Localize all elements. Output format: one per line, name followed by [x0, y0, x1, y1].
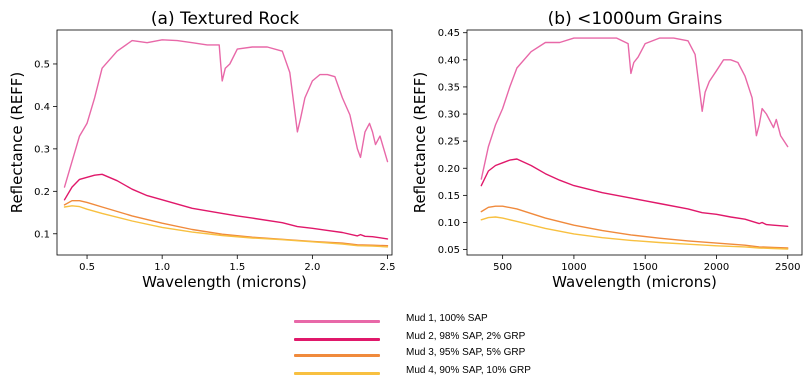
y-axis-label: Reflectance (REFF): [411, 72, 429, 214]
series-line: [480, 37, 789, 180]
y-tick-label: 0.20: [438, 164, 460, 175]
x-tick-label: 2500: [775, 262, 800, 273]
legend-swatch: [294, 337, 380, 341]
legend-label: Mud 1, 100% SAP: [406, 313, 488, 324]
chart-panel-b: 500 1000 1500 2000 2500 0.05 0.10 0.15 0.20 0.25 0…: [411, 9, 803, 291]
y-tick-label: 0.25: [438, 137, 460, 148]
y-tick-label: 0.10: [438, 218, 460, 229]
y-tick-label: 0.2: [34, 187, 50, 198]
x-axis-label: Wavelength (microns): [552, 273, 717, 291]
x-tick-label: 500: [493, 262, 512, 273]
legend-label: Mud 2, 98% SAP, 2% GRP: [406, 331, 526, 342]
x-tick-label: 2000: [704, 262, 729, 273]
series-line: [480, 216, 789, 250]
x-tick-label: 2.0: [304, 262, 320, 273]
chart-title: (b) <1000um Grains: [548, 9, 723, 29]
y-tick-label: 0.15: [438, 191, 460, 202]
y-tick-label: 0.1: [34, 229, 50, 240]
legend-item: Mud 2, 98% SAP, 2% GRP: [294, 328, 525, 350]
series-line: [63, 199, 389, 247]
x-tick-label: 1.5: [229, 262, 245, 273]
legend-swatch: [294, 353, 380, 357]
y-tick-label: 0.3: [34, 144, 50, 155]
x-tick-label: 1.0: [154, 262, 170, 273]
y-tick-label: 0.4: [34, 102, 50, 113]
legend-item: Mud 1, 100% SAP: [294, 310, 488, 332]
x-tick-label: 2.5: [380, 262, 396, 273]
series-line: [63, 173, 389, 240]
legend-swatch: [294, 319, 380, 323]
y-tick-label: 0.40: [438, 55, 460, 66]
legend-swatch: [294, 371, 380, 375]
series-line: [480, 158, 789, 228]
y-tick-label: 0.35: [438, 82, 460, 93]
x-tick-label: 1500: [632, 262, 657, 273]
series-line: [63, 39, 389, 188]
chart-panel-a: 0.5 1.0 1.5 2.0 2.5 0.1 0.2 0.3 0.4 0.5 (a) Textur…: [8, 9, 395, 291]
series-line: [480, 205, 789, 249]
series-line: [63, 205, 389, 248]
y-tick-label: 0.45: [438, 28, 460, 39]
legend-label: Mud 4, 90% SAP, 10% GRP: [406, 365, 531, 376]
y-axis-label: Reflectance (REFF): [8, 72, 26, 214]
legend-label: Mud 3, 95% SAP, 5% GRP: [406, 347, 526, 358]
y-tick-label: 0.05: [438, 245, 460, 256]
y-tick-label: 0.30: [438, 110, 460, 121]
plot-frame: [466, 29, 803, 256]
x-axis-label: Wavelength (microns): [142, 273, 307, 291]
x-tick-label: 1000: [561, 262, 586, 273]
legend-item: Mud 3, 95% SAP, 5% GRP: [294, 344, 525, 366]
y-tick-label: 0.5: [34, 59, 50, 70]
figure: 0.5 1.0 1.5 2.0 2.5 0.1 0.2 0.3 0.4 0.5 (a) Textur…: [8, 9, 803, 291]
legend-item: Mud 4, 90% SAP, 10% GRP: [294, 362, 531, 384]
plot-frame: [56, 29, 393, 256]
chart-title: (a) Textured Rock: [151, 9, 299, 29]
x-tick-label: 0.5: [79, 262, 95, 273]
